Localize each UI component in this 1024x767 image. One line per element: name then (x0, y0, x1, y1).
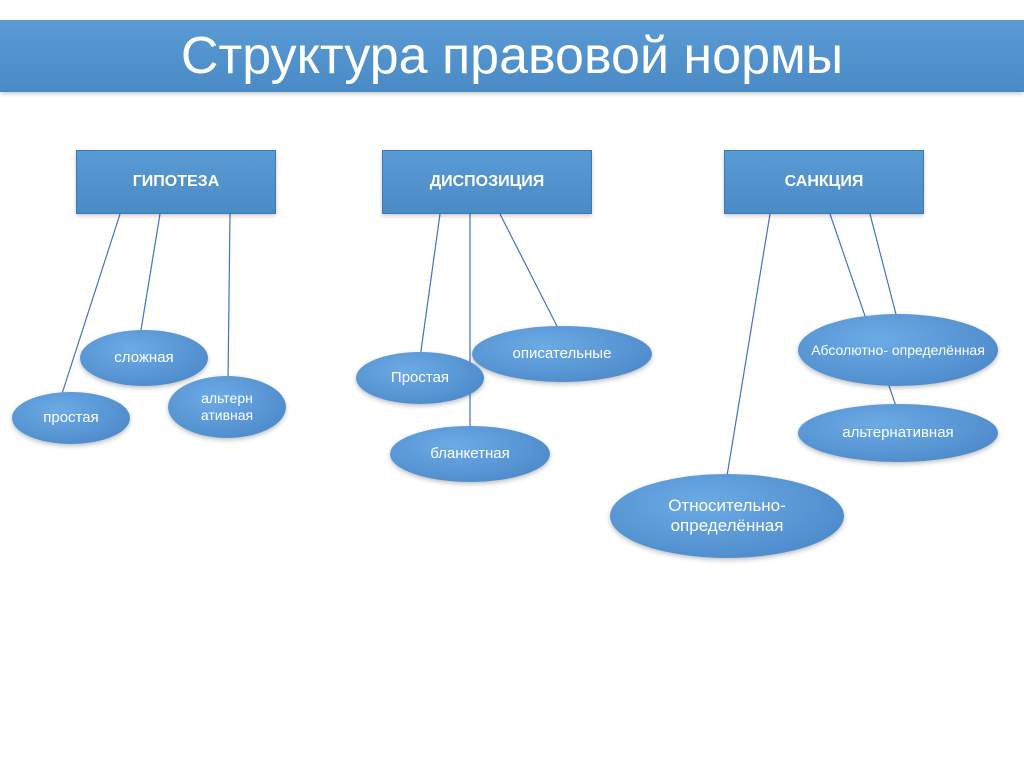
disposition-child-simple: Простая (356, 352, 484, 404)
sanction-child-alternative: альтернативная (798, 404, 998, 462)
disposition-child-descriptive: описательные (472, 326, 652, 382)
hypothesis-child-alternative-label: альтерн ативная (176, 390, 278, 424)
category-disposition-label: ДИСПОЗИЦИЯ (430, 173, 545, 191)
category-hypothesis-label: ГИПОТЕЗА (133, 173, 220, 191)
disposition-child-blanket: бланкетная (390, 426, 550, 482)
hypothesis-child-simple-label: простая (43, 409, 98, 427)
category-hypothesis: ГИПОТЕЗА (76, 150, 276, 214)
hypothesis-child-alternative: альтерн ативная (168, 376, 286, 438)
sanction-child-relative: Относительно- определённая (610, 474, 844, 558)
page-title: Структура правовой нормы (181, 27, 843, 85)
disposition-child-blanket-label: бланкетная (430, 445, 510, 463)
category-disposition: ДИСПОЗИЦИЯ (382, 150, 592, 214)
sanction-child-alternative-label: альтернативная (842, 424, 953, 442)
hypothesis-child-complex: сложная (80, 330, 208, 386)
title-bar: Структура правовой нормы (0, 20, 1024, 92)
category-sanction-label: САНКЦИЯ (785, 173, 864, 191)
disposition-child-simple-label: Простая (391, 369, 449, 387)
sanction-child-absolute-label: Абсолютно- определённая (811, 342, 985, 359)
hypothesis-child-complex-label: сложная (114, 349, 173, 367)
hypothesis-child-simple: простая (12, 392, 130, 444)
sanction-child-absolute: Абсолютно- определённая (798, 314, 998, 386)
sanction-child-relative-label: Относительно- определённая (618, 496, 836, 537)
category-sanction: САНКЦИЯ (724, 150, 924, 214)
disposition-child-descriptive-label: описательные (513, 345, 612, 363)
